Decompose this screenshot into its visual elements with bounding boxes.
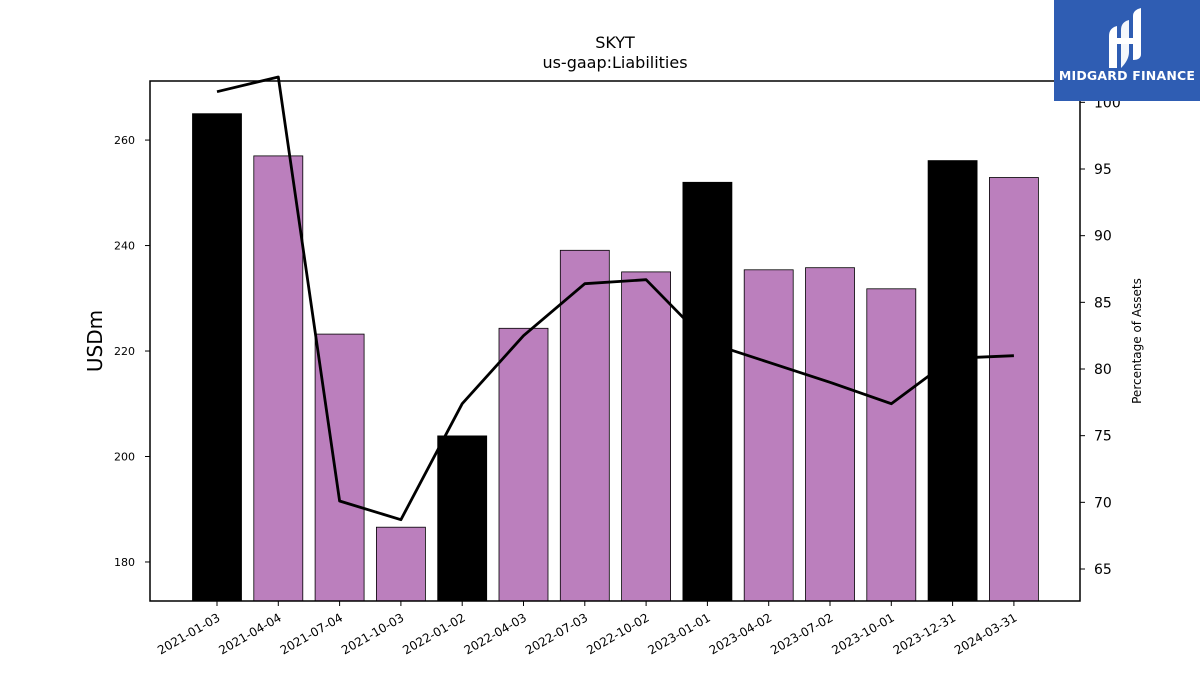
y2-axis-label: Percentage of Assets — [1130, 278, 1144, 404]
x-tick-label-5: 2022-04-03 — [462, 610, 529, 657]
x-tick-label-7: 2022-10-02 — [584, 610, 651, 657]
x-tick-label-0: 2021-01-03 — [155, 610, 222, 657]
y-axis-label: USDm — [83, 310, 107, 372]
midgard-logo-icon — [1109, 8, 1141, 68]
x-tick-label-13: 2024-03-31 — [952, 610, 1019, 657]
bar-5 — [498, 327, 549, 602]
logo-text: MIDGARD FINANCE — [1058, 68, 1196, 83]
bar-1 — [253, 155, 304, 602]
x-tick-label-6: 2022-07-03 — [523, 610, 590, 657]
chart-subtitle: us-gaap:Liabilities — [542, 53, 687, 72]
bar-7 — [621, 271, 671, 602]
x-tick-label-10: 2023-07-02 — [768, 610, 835, 657]
x-tick-label-3: 2021-10-03 — [339, 610, 406, 657]
x-tick-label-12: 2023-12-31 — [891, 610, 958, 657]
percentage-line — [216, 75, 1014, 522]
bar-12 — [927, 160, 978, 602]
x-tick-label-2: 2021-07-04 — [278, 610, 345, 657]
midgard-logo: MIDGARD FINANCE — [1054, 0, 1200, 101]
x-tick-label-9: 2023-04-02 — [707, 610, 774, 657]
y2-tick-label-0: 65 — [1094, 562, 1112, 578]
bar-3 — [375, 526, 426, 602]
bar-13 — [989, 177, 1039, 602]
y-tick-label-2: 220 — [114, 345, 135, 358]
plot-frame — [149, 80, 1081, 602]
x-tick-label-8: 2023-01-01 — [645, 610, 712, 657]
bar-11 — [866, 288, 917, 602]
y2-tick-label-1: 70 — [1094, 495, 1112, 511]
x-tick-label-1: 2021-04-04 — [216, 610, 283, 657]
y2-tick-label-3: 80 — [1094, 362, 1112, 378]
bar-6 — [559, 249, 610, 602]
bar-9 — [743, 269, 794, 602]
bar-4 — [437, 435, 488, 602]
y-tick-label-1: 200 — [114, 450, 135, 463]
bar-8 — [682, 181, 733, 602]
y-tick-label-0: 180 — [114, 556, 135, 569]
y-tick-label-3: 240 — [114, 240, 135, 253]
chart-title: SKYT — [595, 33, 635, 52]
bar-0 — [192, 113, 242, 602]
x-tick-label-4: 2022-01-02 — [400, 610, 467, 657]
y2-tick-label-4: 85 — [1094, 295, 1112, 311]
y2-tick-label-2: 75 — [1094, 429, 1112, 445]
bar-10 — [805, 267, 855, 602]
y2-tick-label-5: 90 — [1094, 229, 1112, 245]
y2-tick-label-6: 95 — [1094, 162, 1112, 178]
y-tick-label-4: 260 — [114, 134, 135, 147]
x-tick-label-11: 2023-10-01 — [829, 610, 896, 657]
